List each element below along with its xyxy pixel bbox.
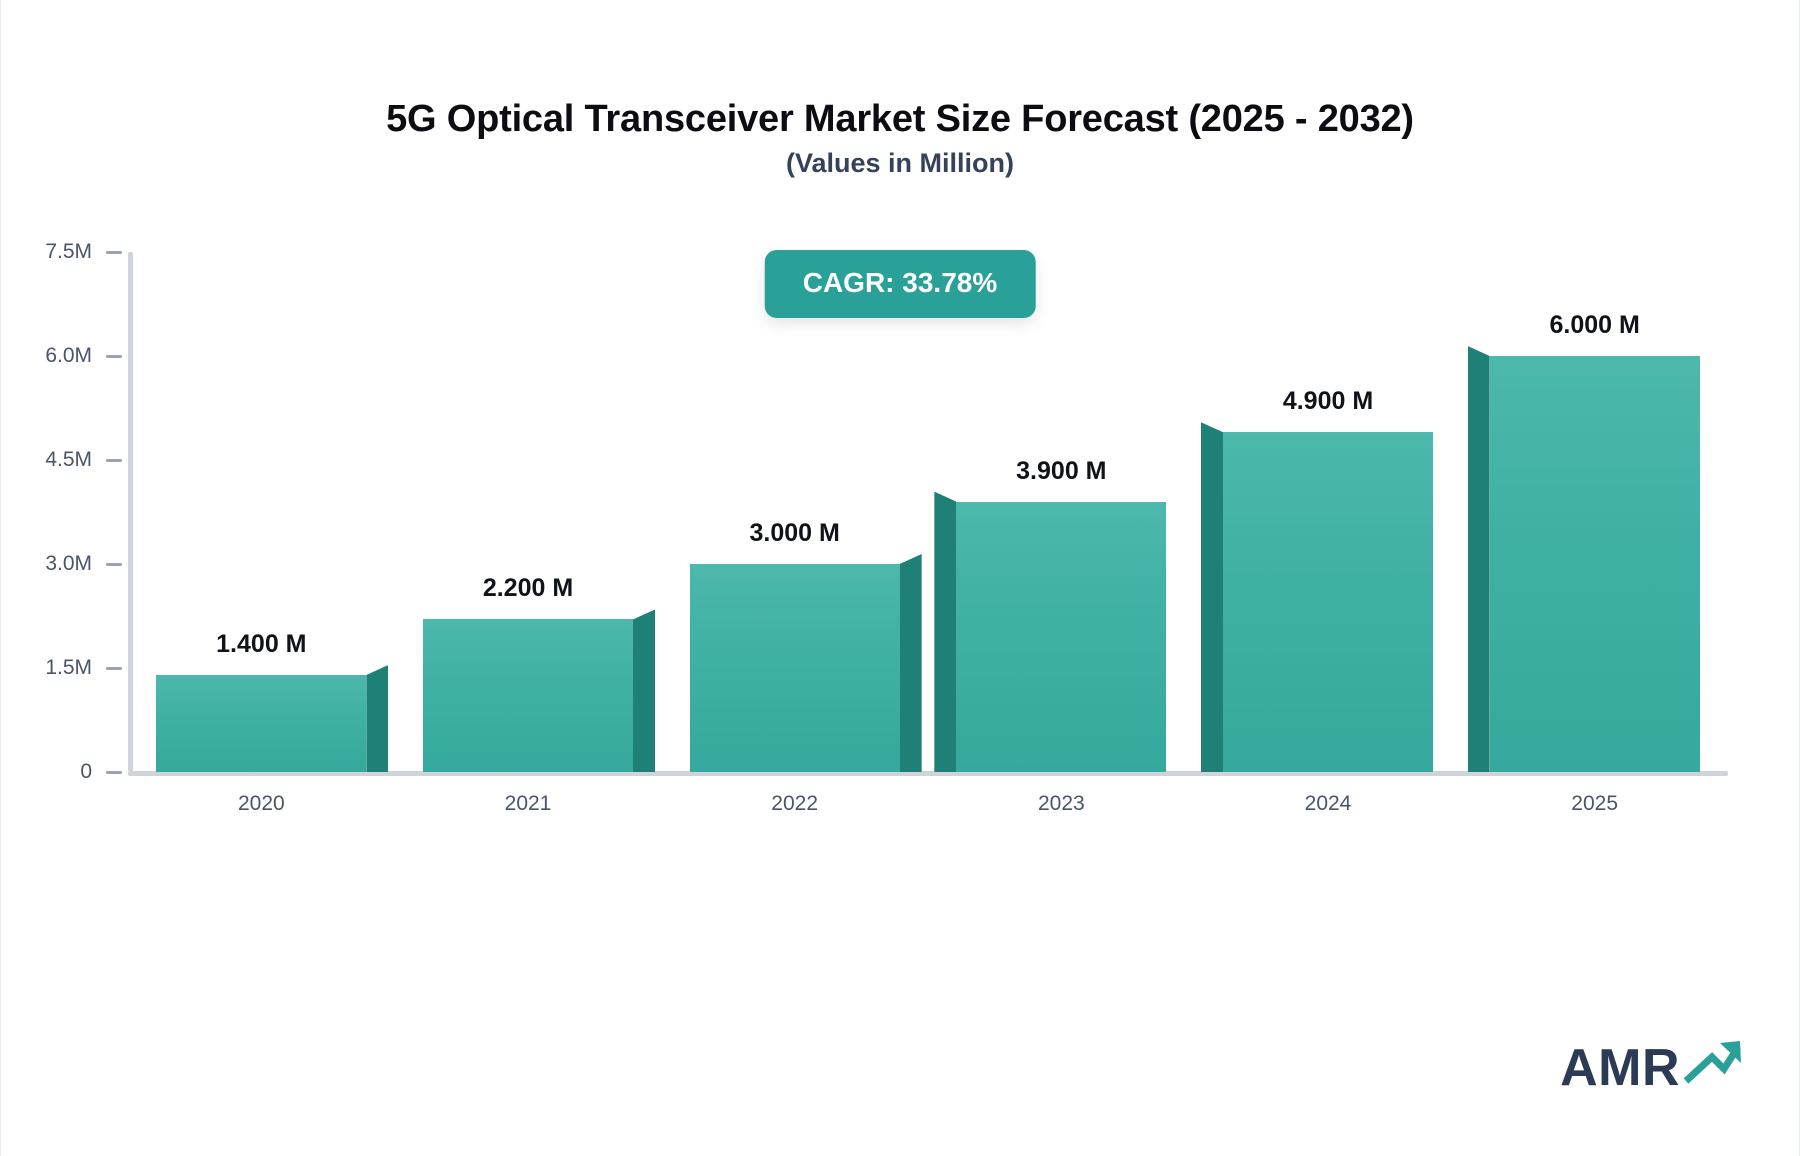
bar-face[interactable] xyxy=(423,619,633,772)
y-axis-tick-dash xyxy=(106,562,122,566)
bar-3d-side xyxy=(1467,346,1490,772)
y-axis-tick-label: 0 xyxy=(80,760,92,783)
y-axis-tick-dash xyxy=(106,354,122,358)
bar-face[interactable] xyxy=(689,564,900,772)
plot-area: 0 1.5M 3.0M 4.5M 6.0M 7.5M 1.400 M 2020 2.200 M… xyxy=(45,240,1728,815)
bar-value-label: 6.000 M xyxy=(1549,311,1640,339)
x-axis-line xyxy=(128,771,1728,776)
y-axis-tick-label: 7.5M xyxy=(45,240,92,263)
cagr-badge: CAGR: 33.78% xyxy=(764,250,1036,318)
amr-logo-text: AMR xyxy=(1560,1039,1680,1097)
chart-title: 5G Optical Transceiver Market Size Forec… xyxy=(386,98,1414,140)
y-axis-tick-label: 4.5M xyxy=(45,448,92,471)
bar-series: 1.400 M 2020 2.200 M 2021 3.000 M 2022 3.900 M… xyxy=(128,252,1728,815)
bar-3d-side xyxy=(366,664,389,772)
x-axis-tick-label: 2024 xyxy=(1304,792,1352,815)
bar-column[interactable]: 4.900 M 2024 xyxy=(1201,252,1433,815)
x-axis-tick-label: 2023 xyxy=(1037,792,1085,815)
amr-logo: AMR xyxy=(1560,1037,1742,1094)
bar-column[interactable]: 3.900 M 2023 xyxy=(934,252,1167,815)
bar-column[interactable]: 1.400 M 2020 xyxy=(156,252,389,815)
bar-value-label: 4.900 M xyxy=(1282,387,1374,416)
y-axis-tick-label: 1.5M xyxy=(45,656,92,679)
y-axis-tick-dash xyxy=(106,458,122,462)
bar-face[interactable] xyxy=(156,674,367,772)
chart-subtitle: (Values in Million) xyxy=(785,148,1015,178)
bar-face[interactable] xyxy=(956,501,1167,772)
y-axis-tick-dash xyxy=(106,666,122,670)
y-axis-tick-label: 3.0M xyxy=(45,552,92,575)
bar-value-label: 3.000 M xyxy=(749,519,840,547)
x-axis-tick-label: 2020 xyxy=(237,792,285,815)
y-axis-tick: 4.5M xyxy=(2,448,128,472)
y-axis-tick: 7.5M xyxy=(2,240,128,264)
bar-value-label: 3.900 M xyxy=(1016,456,1107,485)
bar-face[interactable] xyxy=(1223,432,1433,772)
y-axis-tick-dash xyxy=(106,250,122,254)
bar-face[interactable] xyxy=(1489,356,1700,772)
bar-column[interactable]: 2.200 M 2021 xyxy=(423,252,655,815)
growth-arrow-icon xyxy=(1682,1037,1742,1090)
page-edge-left xyxy=(0,0,1,1156)
bar-3d-side xyxy=(1201,422,1223,772)
bar-column[interactable]: 3.000 M 2022 xyxy=(689,252,922,815)
bar-3d-side xyxy=(899,554,922,772)
bar-column[interactable]: 6.000 M 2025 xyxy=(1467,252,1700,815)
y-axis-tick: 1.5M xyxy=(2,656,128,680)
y-axis-tick: 6.0M xyxy=(2,344,128,368)
bar-value-label: 1.400 M xyxy=(216,629,307,658)
y-axis-tick-dash xyxy=(106,770,122,774)
x-axis-tick-label: 2022 xyxy=(771,792,819,815)
bar-3d-side xyxy=(633,609,655,772)
y-axis-tick: 0 xyxy=(2,760,128,784)
x-axis-tick-label: 2021 xyxy=(504,792,552,815)
bar-value-label: 2.200 M xyxy=(482,574,574,603)
y-axis-tick-label: 6.0M xyxy=(45,344,92,367)
x-axis-tick-label: 2025 xyxy=(1571,792,1619,815)
bar-3d-side xyxy=(934,491,957,772)
y-axis-line xyxy=(128,252,133,772)
y-axis-tick: 3.0M xyxy=(2,552,128,576)
